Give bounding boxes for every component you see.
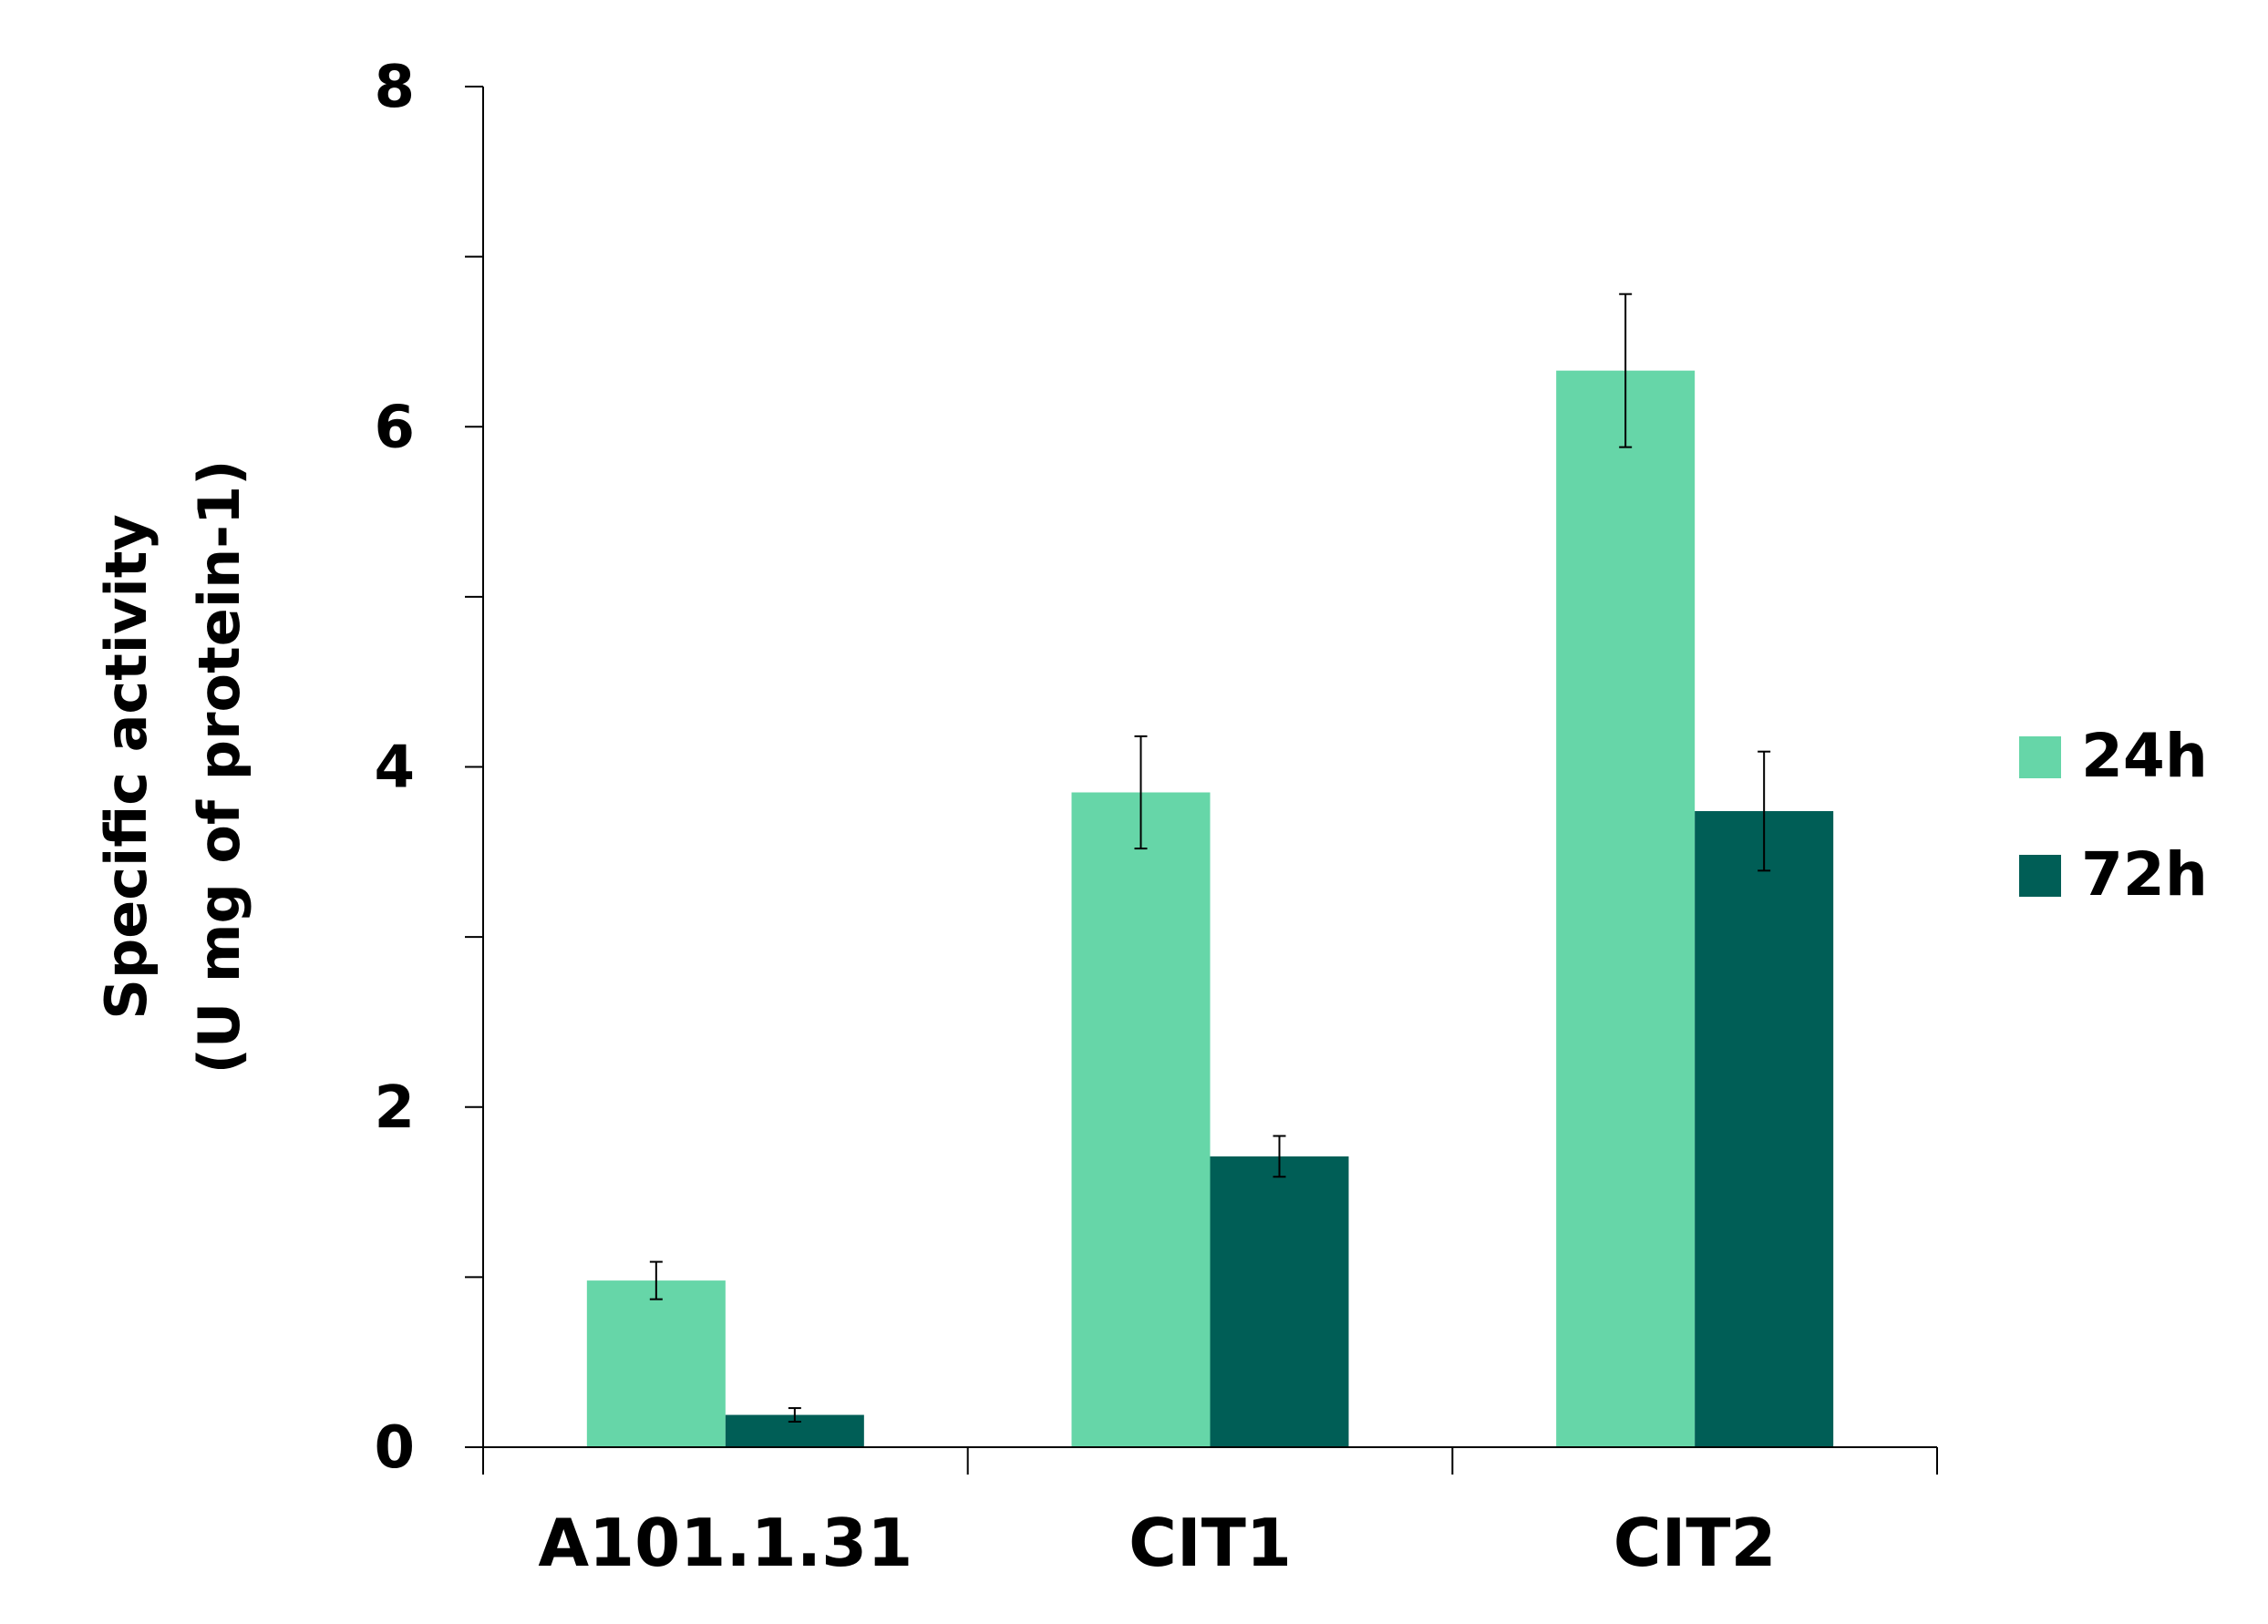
y-tick-label: 6 <box>374 394 415 461</box>
error-bar-24h-CIT2 <box>1619 293 1633 448</box>
y-axis-title-line2: (U mg of protein-1) <box>186 460 253 1074</box>
legend-swatch-24h <box>2019 736 2061 778</box>
bar-24h-A101.1.31 <box>586 1280 726 1447</box>
bar-24h-CIT1 <box>1071 792 1211 1447</box>
error-bar-24h-A101.1.31 <box>649 1260 663 1300</box>
error-bar-72h-A101.1.31 <box>788 1407 801 1424</box>
x-tick-label-A101.1.31: A101.1.31 <box>538 1505 912 1581</box>
bar-72h-CIT1 <box>1210 1156 1349 1447</box>
y-tick-label: 2 <box>374 1074 415 1142</box>
y-axis-title: Specific activity (U mg of protein-1) <box>93 460 253 1074</box>
legend-label-72h: 72h <box>2081 839 2208 910</box>
y-tick-label: 0 <box>374 1414 415 1482</box>
legend-swatch-72h <box>2019 855 2061 897</box>
error-bars-layer <box>649 293 1771 1424</box>
error-bar-72h-CIT2 <box>1758 750 1771 872</box>
x-tick-label-CIT2: CIT2 <box>1613 1505 1777 1581</box>
axes-layer <box>465 86 1938 1475</box>
error-bar-72h-CIT1 <box>1273 1135 1286 1178</box>
legend-label-24h: 24h <box>2081 721 2208 791</box>
y-tick-label: 8 <box>374 54 415 121</box>
bars-layer <box>586 370 1834 1447</box>
tick-labels-layer: 0 2 4 6 8 A101.1.31 CIT1 CIT2 <box>374 54 1776 1581</box>
bar-24h-CIT2 <box>1556 370 1696 1447</box>
y-axis-title-line1: Specific activity <box>93 514 160 1020</box>
legend: 24h 72h <box>2019 721 2208 910</box>
error-bar-24h-CIT1 <box>1134 735 1148 850</box>
x-tick-label-CIT1: CIT1 <box>1129 1505 1292 1581</box>
bar-72h-CIT2 <box>1695 811 1834 1447</box>
y-tick-label: 4 <box>374 735 415 802</box>
